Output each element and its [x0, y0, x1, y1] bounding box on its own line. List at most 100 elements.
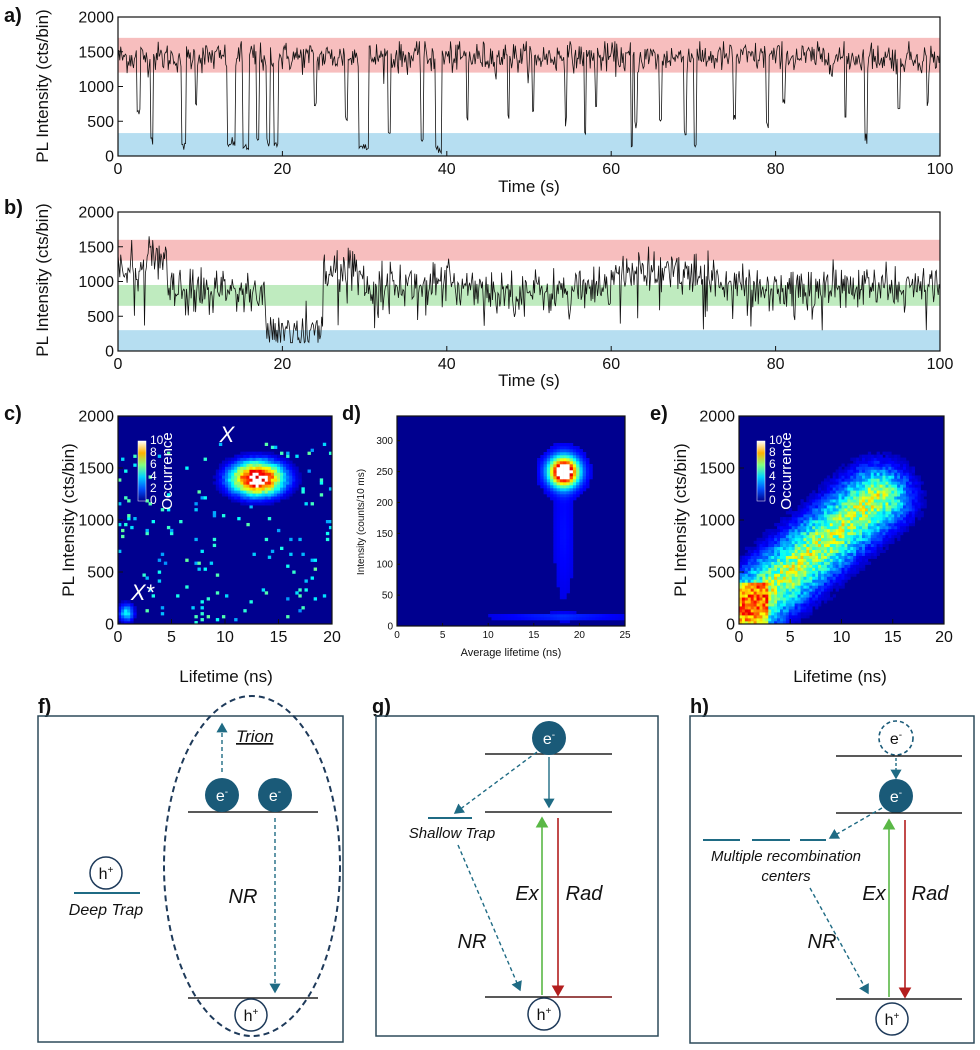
- heatmap-cell: [225, 490, 229, 494]
- heatmap-cell: [283, 481, 287, 485]
- heatmap-cell: [771, 531, 775, 536]
- heatmap-cell: [911, 502, 916, 506]
- heatmap-cell: [307, 469, 311, 473]
- heatmap-cell: [744, 606, 749, 610]
- heatmap-cell: [741, 606, 746, 610]
- heatmap-cell: [566, 572, 570, 576]
- heatmap-cell: [569, 503, 574, 507]
- heatmap-cell: [847, 534, 851, 539]
- heatmap-cell: [859, 502, 863, 506]
- heatmap-cell: [859, 490, 863, 494]
- deep-trap-label: Deep Trap: [69, 902, 144, 919]
- heatmap-cell: [876, 517, 880, 521]
- heatmap-cell: [246, 484, 250, 488]
- heatmap-cell: [759, 567, 763, 571]
- heatmap-cell: [803, 582, 807, 586]
- heatmap-cell: [553, 617, 557, 621]
- heatmap-cell: [879, 520, 883, 524]
- electron-charge: -: [899, 788, 902, 799]
- heatmap-cell: [867, 499, 872, 503]
- heatmap-cell: [894, 490, 898, 494]
- heatmap-cell: [264, 442, 269, 447]
- heatmap-cell: [559, 554, 564, 558]
- heatmap-cell: [832, 534, 836, 539]
- heatmap-cell: [788, 531, 793, 536]
- heatmap-cell: [856, 558, 860, 562]
- heatmap-cell: [812, 514, 816, 518]
- heatmap-cell: [891, 454, 895, 458]
- heatmap-cell: [812, 549, 816, 553]
- heatmap-cell: [867, 457, 872, 461]
- heatmap-cell: [559, 545, 564, 549]
- heatmap-cell: [765, 549, 769, 553]
- heatmap-cell: [774, 612, 778, 616]
- heatmap-cell: [782, 531, 787, 536]
- heatmap-cell: [243, 457, 247, 461]
- heatmap-cell: [885, 522, 889, 527]
- heatmap-cell: [169, 531, 174, 536]
- heatmap-cell: [563, 485, 567, 489]
- heatmap-cell: [559, 569, 564, 573]
- heatmap-cell: [818, 540, 822, 545]
- heatmap-cell: [853, 508, 857, 512]
- heatmap-cell: [888, 502, 892, 506]
- heatmap-cell: [905, 514, 910, 518]
- heatmap-cell: [759, 540, 763, 545]
- heatmap-cell: [859, 454, 863, 458]
- heatmap-cell: [862, 564, 866, 568]
- heatmap-cell: [914, 511, 918, 515]
- heatmap-cell: [276, 475, 281, 479]
- heatmap-cell: [864, 490, 869, 494]
- heatmap-cell: [756, 591, 760, 595]
- heatmap-cell: [879, 478, 883, 482]
- heatmap-cell: [823, 528, 828, 533]
- hole-ball-g: [527, 997, 561, 1031]
- heatmap-cell: [888, 505, 892, 509]
- heatmap-cell: [841, 531, 845, 536]
- heatmap-cell: [818, 576, 822, 580]
- heatmap-cell: [739, 579, 743, 583]
- heatmap-cell: [844, 475, 848, 479]
- heatmap-cell: [856, 472, 860, 476]
- heatmap-cell: [160, 612, 165, 616]
- heatmap-cell: [765, 588, 769, 592]
- heatmap-cell: [559, 467, 564, 471]
- heatmap-cell: [566, 578, 570, 582]
- heatmap-cell: [853, 481, 857, 485]
- heatmap-cell: [862, 511, 866, 515]
- heatmap-cell: [243, 451, 247, 455]
- heatmap-cell: [847, 466, 851, 470]
- heatmap-cell: [777, 603, 781, 607]
- heatmap-cell: [862, 540, 866, 545]
- heatmap-cell: [234, 466, 238, 470]
- heatmap-cell: [867, 543, 872, 548]
- heatmap-cell: [850, 570, 854, 574]
- heatmap-cell: [908, 496, 913, 500]
- heatmap-cell: [862, 522, 866, 527]
- heatmap-cell: [862, 546, 866, 551]
- heatmap-cell: [891, 499, 895, 503]
- heatmap-cell: [553, 539, 557, 543]
- heatmap-cell: [873, 508, 877, 512]
- heatmap-cell: [744, 591, 749, 595]
- heatmap-cell: [148, 475, 152, 479]
- hole-symbol: h: [244, 1008, 253, 1025]
- heatmap-cell: [832, 564, 836, 568]
- heatmap-cell: [537, 482, 541, 486]
- heatmap-cell: [809, 514, 813, 518]
- heatmap-cell: [835, 564, 839, 568]
- heatmap-cell: [797, 585, 801, 589]
- heatmap-cell: [809, 606, 813, 610]
- heatmap-cell: [791, 517, 795, 521]
- heatmap-cell: [847, 561, 851, 565]
- heatmap-cell: [859, 463, 863, 467]
- heatmap-cell: [572, 446, 577, 450]
- heatmap-cell: [903, 460, 907, 464]
- heatmap-cell: [853, 475, 857, 479]
- heatmap-cell: [258, 457, 262, 461]
- heatmap-cell: [124, 496, 128, 500]
- heatmap-cell: [908, 520, 913, 524]
- heatmap-cell: [862, 466, 866, 470]
- heatmap-cell: [759, 573, 763, 577]
- heatmap-cell: [750, 597, 754, 601]
